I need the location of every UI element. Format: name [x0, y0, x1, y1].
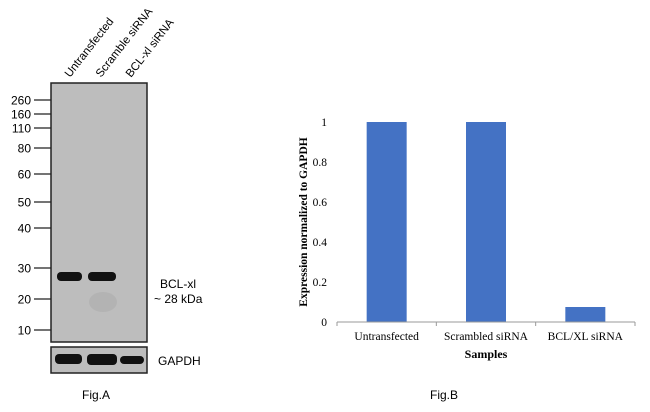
y-tick-label: 0.2	[313, 277, 328, 289]
bar-chart-panel: 0 0.2 0.4 0.6 0.8 1 Untransfected Scrambled si…	[298, 117, 636, 402]
y-tick-label: 0.8	[313, 157, 328, 169]
marker-label: 30	[18, 262, 32, 276]
x-tick-label: Scrambled siRNA	[444, 331, 529, 343]
marker-label: 50	[18, 196, 32, 210]
y-axis-label: Expression normalized to GAPDH	[298, 137, 310, 306]
marker-label: 60	[18, 168, 32, 182]
x-tick-label: Untransfected	[354, 331, 419, 343]
band-label: BCL-xl	[160, 277, 196, 291]
fig-b-caption: Fig.B	[430, 388, 458, 402]
band-scramble-sirna	[88, 272, 116, 281]
bars	[366, 122, 606, 322]
y-axis-ticks: 0 0.2 0.4 0.6 0.8 1	[313, 117, 328, 329]
marker-label: 80	[18, 142, 32, 156]
x-tick-label: BCL/XL siRNA	[548, 331, 624, 343]
marker-label: 10	[18, 324, 32, 338]
gapdh-band-2	[87, 354, 117, 365]
y-tick-label: 0.4	[313, 237, 328, 249]
bar	[366, 122, 407, 322]
gapdh-label: GAPDH	[158, 354, 201, 368]
gapdh-band-3	[120, 356, 144, 364]
bar	[565, 307, 606, 322]
marker-label: 260	[11, 94, 31, 108]
band-untransfected	[57, 272, 82, 281]
x-axis-ticks: Untransfected Scrambled siRNA BCL/XL siRNA	[336, 322, 636, 343]
fig-a-caption: Fig.A	[82, 388, 110, 402]
marker-label: 160	[11, 108, 31, 122]
marker-label: 20	[18, 293, 32, 307]
bar	[466, 122, 506, 322]
band-size-label: ~ 28 kDa	[154, 292, 203, 306]
blot-smear	[89, 292, 117, 312]
y-tick-label: 0.6	[313, 197, 328, 209]
y-tick-label: 0	[321, 317, 327, 329]
marker-label: 40	[18, 222, 32, 236]
marker-label: 110	[12, 122, 31, 136]
x-axis-label: Samples	[465, 347, 508, 361]
gapdh-band-1	[55, 354, 82, 364]
y-tick-label: 1	[321, 117, 327, 129]
